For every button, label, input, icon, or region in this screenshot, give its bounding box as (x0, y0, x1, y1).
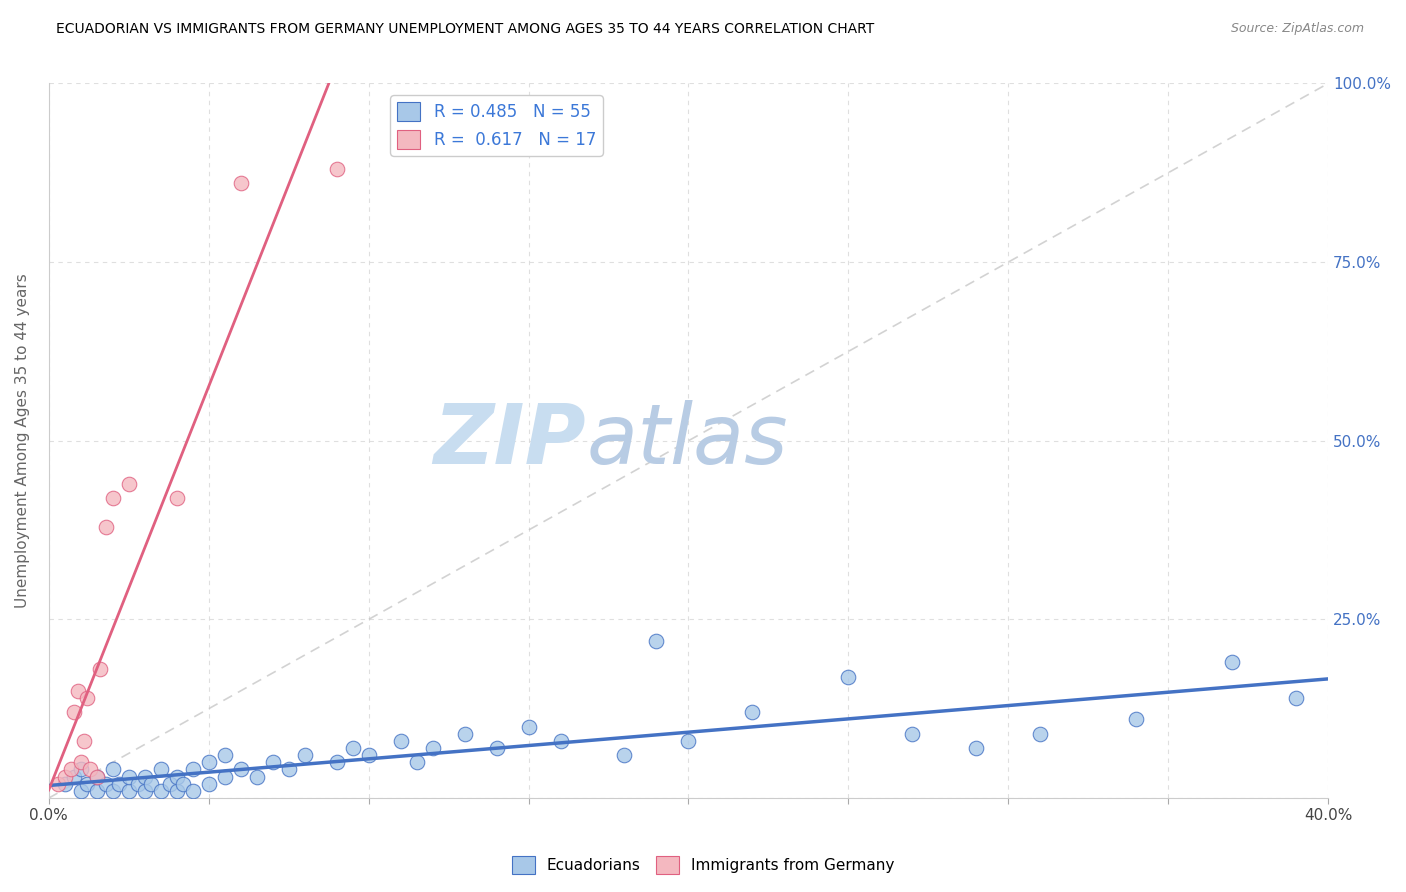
Point (229, 763, 252, 777)
Point (63, 706, 86, 720)
Point (63, 770, 86, 784)
Point (159, 777, 181, 791)
Point (101, 763, 124, 777)
Point (134, 784, 156, 798)
Point (86, 770, 108, 784)
Point (214, 748, 236, 763)
Point (149, 763, 172, 777)
Point (197, 756, 219, 770)
Point (139, 777, 162, 791)
Point (246, 770, 269, 784)
Point (1285, 691, 1308, 706)
Point (69, 784, 91, 798)
Point (741, 706, 763, 720)
Point (389, 734, 412, 748)
Point (172, 777, 194, 791)
Point (1220, 655, 1243, 669)
Point (678, 734, 700, 748)
Point (294, 748, 316, 763)
Point (422, 741, 444, 756)
Point (53, 777, 76, 791)
Point (118, 476, 141, 491)
Point (73, 734, 96, 748)
Legend: R = 0.485   N = 55, R =  0.617   N = 17: R = 0.485 N = 55, R = 0.617 N = 17 (391, 95, 603, 155)
Point (166, 784, 188, 798)
Point (86, 770, 108, 784)
Point (166, 491, 188, 505)
Point (89, 662, 111, 676)
Point (1029, 727, 1052, 741)
Text: ZIP: ZIP (433, 401, 586, 482)
Point (214, 770, 236, 784)
Point (837, 669, 859, 683)
Point (76, 777, 98, 791)
Text: ECUADORIAN VS IMMIGRANTS FROM GERMANY UNEMPLOYMENT AMONG AGES 35 TO 44 YEARS COR: ECUADORIAN VS IMMIGRANTS FROM GERMANY UN… (56, 22, 875, 37)
Point (517, 720, 540, 734)
Point (645, 633, 668, 648)
Y-axis label: Unemployment Among Ages 35 to 44 years: Unemployment Among Ages 35 to 44 years (15, 273, 30, 608)
Text: Source: ZipAtlas.com: Source: ZipAtlas.com (1230, 22, 1364, 36)
Point (66, 684, 89, 698)
Point (901, 727, 924, 741)
Legend: Ecuadorians, Immigrants from Germany: Ecuadorians, Immigrants from Germany (506, 850, 900, 880)
Point (79, 763, 101, 777)
Point (405, 756, 427, 770)
Point (277, 763, 299, 777)
Point (181, 784, 204, 798)
Point (101, 784, 124, 798)
Point (149, 784, 172, 798)
Point (60, 763, 83, 777)
Point (325, 756, 347, 770)
Point (453, 727, 475, 741)
Point (166, 770, 188, 784)
Point (118, 784, 141, 798)
Point (127, 777, 149, 791)
Point (613, 748, 636, 763)
Point (134, 770, 156, 784)
Point (229, 177, 252, 191)
Point (86, 784, 108, 798)
Point (262, 756, 284, 770)
Point (550, 734, 572, 748)
Point (69, 756, 91, 770)
Text: atlas: atlas (586, 401, 787, 482)
Point (96, 777, 118, 791)
Point (118, 770, 141, 784)
Point (53, 770, 76, 784)
Point (325, 162, 347, 177)
Point (101, 491, 124, 505)
Point (69, 763, 91, 777)
Point (357, 748, 380, 763)
Point (76, 691, 98, 706)
Point (96, 519, 118, 533)
Point (108, 777, 131, 791)
Point (342, 741, 364, 756)
Point (965, 741, 987, 756)
Point (485, 741, 508, 756)
Point (197, 777, 219, 791)
Point (181, 763, 204, 777)
Point (46, 777, 69, 791)
Point (1125, 713, 1147, 727)
